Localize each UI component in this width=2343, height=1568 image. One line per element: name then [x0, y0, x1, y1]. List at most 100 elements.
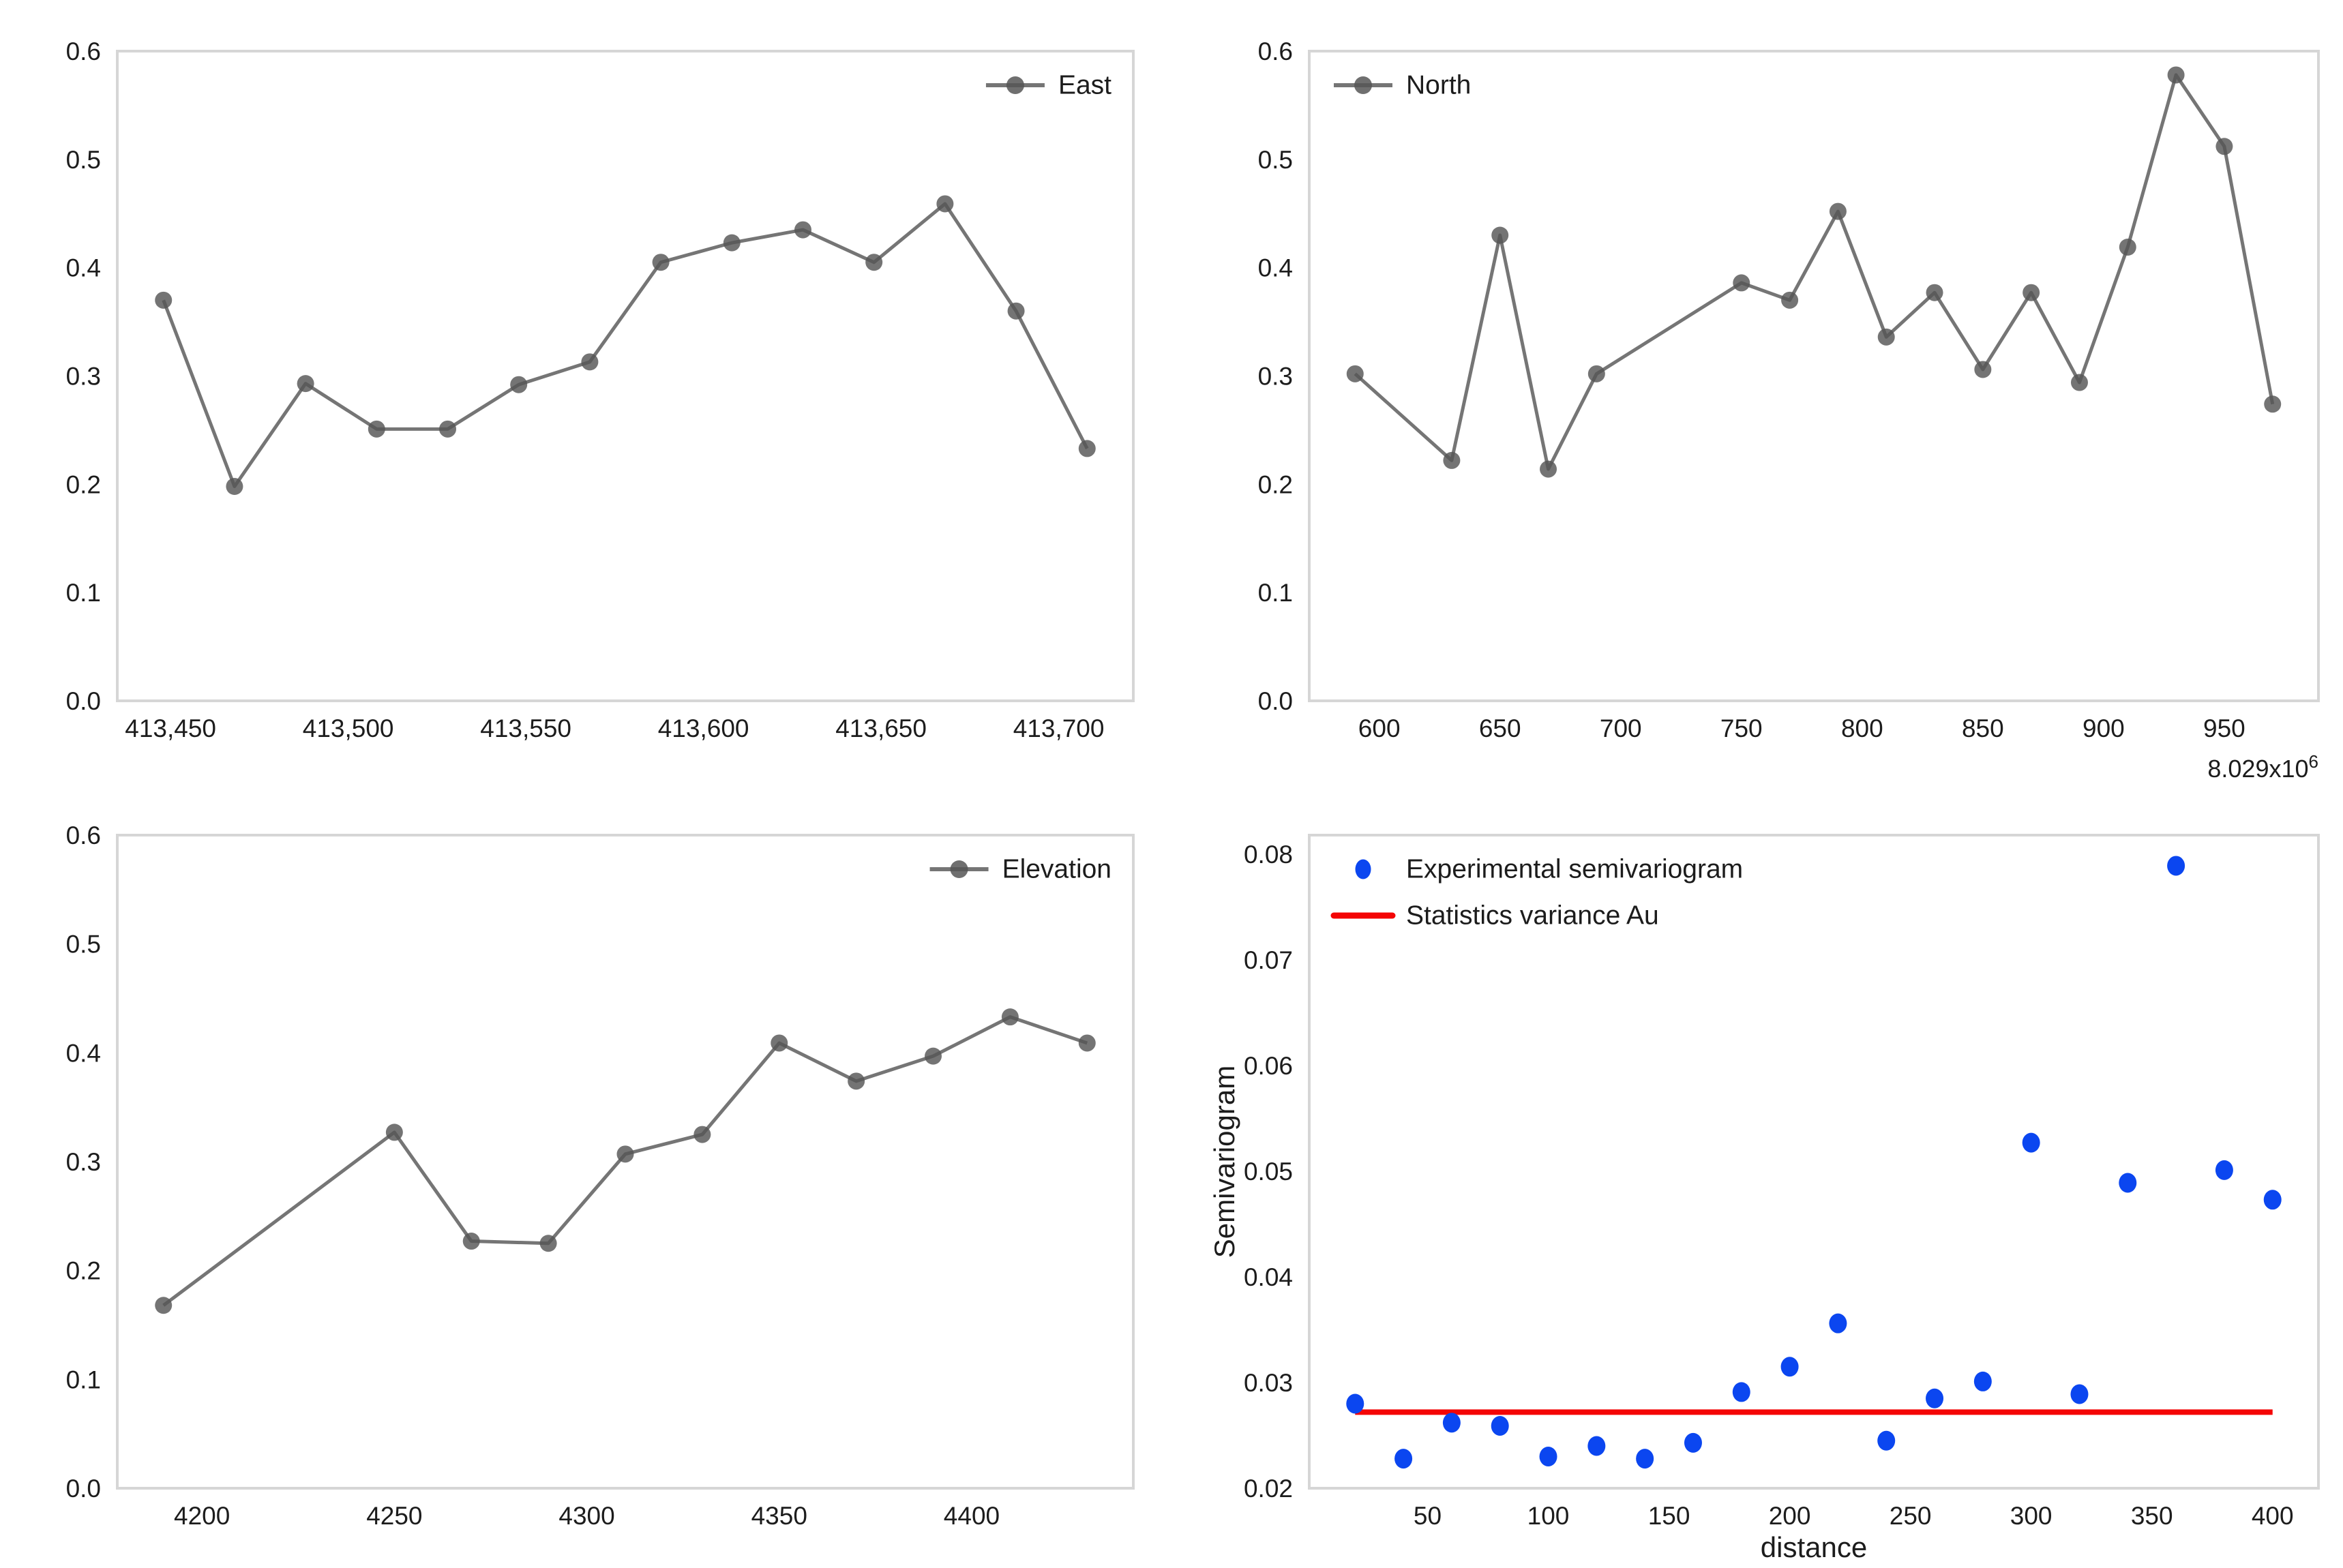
- elevation-marker: [462, 1233, 480, 1250]
- north-xtick-label: 850: [1962, 714, 2004, 742]
- semivariogram-scatter-point: [1877, 1430, 1896, 1451]
- elevation-xtick-label: 4350: [751, 1502, 807, 1530]
- north-xtick-label: 800: [1841, 714, 1883, 742]
- semivariogram-scatter-point: [1587, 1436, 1606, 1456]
- semivariogram-x-tick-labels: 50 100 150 200 250 300 350 400: [1414, 1502, 2294, 1530]
- north-line-chart: 600 650 700 750 800 850 900 950 0.0 0.1 0.2 0.3 0.4 0…: [1172, 0, 2343, 784]
- semivariogram-scatter-point: [2263, 1190, 2282, 1210]
- east-ytick-label: 0.4: [66, 254, 101, 282]
- east-marker: [226, 478, 243, 496]
- north-plot: 600 650 700 750 800 850 900 9500.00.10.20.30.40…: [1258, 37, 2320, 783]
- elevation-xtick-label: 4300: [558, 1502, 614, 1530]
- east-marker: [1078, 440, 1096, 457]
- north-marker: [1733, 274, 1750, 292]
- north-marker: [2070, 374, 2088, 391]
- east-legend-label: East: [1058, 71, 1111, 100]
- east-xtick-label: 413,600: [658, 714, 749, 742]
- semivariogram-scatter-point: [1491, 1416, 1509, 1436]
- elevation-xtick-label: 4200: [174, 1502, 230, 1530]
- north-ytick-label: 0.2: [1258, 470, 1293, 498]
- elevation-ytick-label: 0.2: [66, 1257, 101, 1285]
- semivariogram-scatter-chart: 50 100 150 200 250 300 350 400 0.02 0.03 0.04 0.05 0…: [1172, 784, 2343, 1568]
- north-xtick-label: 650: [1479, 714, 1521, 742]
- east-y-tick-labels: 0.0 0.1 0.2 0.3 0.4 0.5 0.6: [66, 37, 101, 715]
- elevation-ytick-label: 0.0: [66, 1475, 101, 1503]
- semivariogram-scatter-point: [1539, 1446, 1557, 1466]
- elevation-marker: [693, 1126, 711, 1143]
- east-marker: [439, 420, 457, 438]
- north-legend: North: [1334, 71, 1471, 100]
- east-xtick-label: 413,550: [480, 714, 571, 742]
- east-xtick-label: 413,700: [1013, 714, 1105, 742]
- north-marker: [2264, 395, 2282, 413]
- elevation-marker: [1078, 1034, 1096, 1052]
- semivariogram-scatter-point: [1636, 1449, 1654, 1469]
- north-axes-box: [1308, 50, 2320, 702]
- north-ytick-label: 0.0: [1258, 687, 1293, 715]
- semivariogram-ytick-label: 0.02: [1244, 1475, 1293, 1503]
- semivariogram-scatter-point: [1829, 1313, 1847, 1333]
- east-marker: [652, 254, 670, 271]
- elevation-legend-label: Elevation: [1002, 855, 1111, 884]
- east-ytick-label: 0.2: [66, 470, 101, 498]
- elevation-marker: [539, 1235, 557, 1252]
- elevation-axes-box: [116, 834, 1135, 1490]
- north-xtick-label: 950: [2203, 714, 2245, 742]
- elevation-marker: [848, 1072, 865, 1090]
- elevation-marker: [925, 1047, 942, 1065]
- east-marker: [936, 195, 954, 213]
- north-marker: [1926, 284, 1943, 301]
- north-marker: [1974, 361, 1992, 378]
- elevation-ytick-label: 0.3: [66, 1148, 101, 1176]
- east-marker: [723, 234, 741, 252]
- north-xtick-label: 900: [2083, 714, 2125, 742]
- east-ytick-label: 0.1: [66, 579, 101, 607]
- semivariogram-legend-label: Experimental semivariogram: [1406, 855, 1743, 884]
- semivariogram-scatter-point: [2167, 856, 2185, 876]
- north-marker: [2023, 284, 2040, 301]
- elevation-ytick-label: 0.6: [66, 821, 101, 849]
- elevation-line-chart: 4200 4250 4300 4350 4400 0.0 0.1 0.2 0.3 0.4 0.5 0.…: [0, 784, 1172, 1568]
- semivariogram-scatter-point: [1346, 1393, 1364, 1414]
- east-xtick-label: 413,450: [125, 714, 216, 742]
- semivariogram-scatter-point: [1732, 1382, 1750, 1402]
- elevation-marker: [385, 1124, 403, 1141]
- elevation-marker: [616, 1145, 634, 1163]
- semivariogram-legend-label: Statistics variance Au: [1406, 901, 1659, 931]
- east-marker: [155, 291, 173, 309]
- north-xtick-label: 700: [1600, 714, 1642, 742]
- east-legend-marker-sample: [1006, 76, 1024, 94]
- east-ytick-label: 0.0: [66, 687, 101, 715]
- elevation-markers: [155, 1008, 1096, 1314]
- north-marker: [2119, 238, 2136, 256]
- semivariogram-scatter-point: [1926, 1388, 1944, 1408]
- north-ytick-label: 0.4: [1258, 254, 1293, 282]
- semivariogram-legend: Experimental semivariogram Statistics var…: [1330, 855, 1743, 931]
- east-ytick-label: 0.3: [66, 363, 101, 391]
- east-axes-box: [116, 50, 1135, 702]
- semivariogram-y-tick-labels: 0.02 0.03 0.04 0.05 0.06 0.07 0.08: [1244, 841, 1293, 1503]
- semivariogram-xtick-label: 300: [2010, 1502, 2053, 1530]
- semivariogram-ytick-label: 0.03: [1244, 1369, 1293, 1397]
- semivariogram-ytick-label: 0.06: [1244, 1052, 1293, 1080]
- semivariogram-ytick-label: 0.04: [1244, 1263, 1293, 1291]
- elevation-marker: [155, 1297, 173, 1314]
- east-plot: 413,450 413,500 413,550 413,600 413,650 413,7…: [66, 37, 1135, 742]
- east-marker: [510, 376, 528, 393]
- semivariogram-legend-marker-sample: [1355, 859, 1371, 879]
- elevation-xtick-label: 4400: [944, 1502, 1000, 1530]
- east-marker: [794, 221, 811, 239]
- semivariogram-ytick-label: 0.05: [1244, 1158, 1293, 1186]
- semivariogram-scatter-point: [2119, 1173, 2137, 1193]
- north-marker: [1877, 328, 1895, 346]
- elevation-legend-marker-sample: [950, 860, 968, 878]
- semivariogram-ylabel: Semivariogram: [1208, 1066, 1240, 1258]
- semivariogram-xtick-label: 150: [1648, 1502, 1690, 1530]
- semivariogram-scatter-point: [2022, 1132, 2040, 1153]
- elevation-x-tick-labels: 4200 4250 4300 4350 4400: [174, 1502, 1000, 1530]
- east-marker: [1007, 302, 1025, 320]
- north-xtick-label: 750: [1720, 714, 1763, 742]
- semivariogram-xtick-label: 400: [2252, 1502, 2294, 1530]
- semivariogram-scatter-point: [2070, 1384, 2089, 1404]
- elevation-ytick-label: 0.4: [66, 1039, 101, 1067]
